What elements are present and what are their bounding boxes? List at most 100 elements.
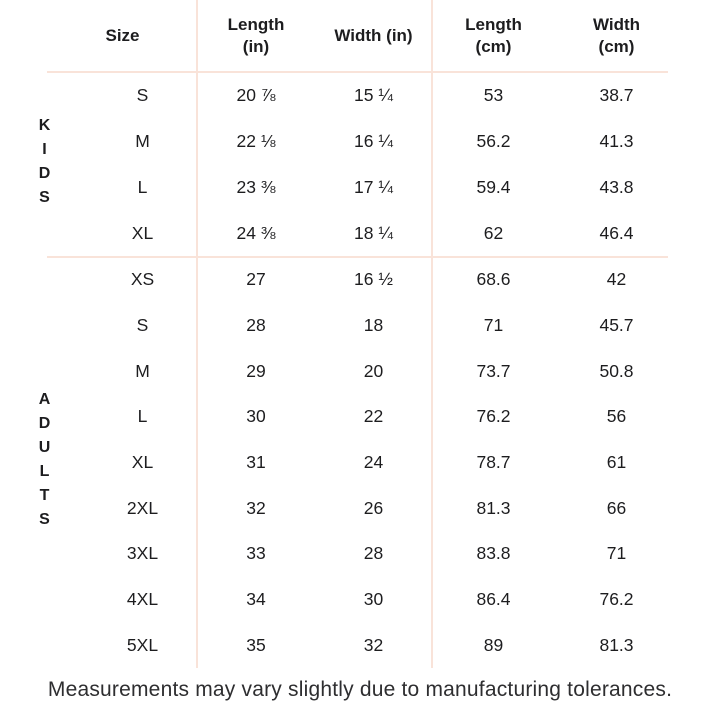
size-cell: L — [137, 406, 148, 427]
width-cm-cell: 50.8 — [599, 360, 634, 381]
width-in-cell: 16 ¼ — [354, 130, 393, 151]
width-in-cell: 30 — [363, 589, 384, 610]
length-in-cell: 22 ⅛ — [236, 130, 276, 151]
width-in-cell: 20 — [363, 360, 384, 381]
width-cm-cell: 38.7 — [599, 84, 634, 105]
header-length-cm-line2: (cm) — [475, 37, 512, 56]
size-cell: 3XL — [126, 543, 159, 564]
table-row: M 29 20 73.7 50.8 — [88, 348, 678, 394]
length-cm-cell: 56.2 — [476, 130, 511, 151]
adults-group-label: ADULTS — [36, 390, 53, 535]
width-cm-cell: 61 — [606, 452, 627, 473]
length-in-cell: 30 — [246, 406, 266, 427]
width-in-cell: 17 ¼ — [354, 177, 393, 198]
table-header-row: Size Length (in) Width (in) Length (cm) … — [0, 0, 678, 72]
header-length-cm: Length (cm) — [432, 14, 555, 59]
size-cell: 2XL — [126, 497, 159, 518]
kids-rows: S 20 ⅞ 15 ¼ 53 38.7 M 22 ⅛ 16 ¼ 56.2 41.… — [88, 72, 678, 257]
section-divider — [47, 256, 668, 258]
size-cell: M — [135, 130, 150, 151]
header-width-cm-line1: Width — [592, 14, 641, 34]
kids-group-label-cell: KIDS — [0, 72, 88, 257]
table-row: L 23 ⅜ 17 ¼ 59.4 43.8 — [88, 165, 678, 211]
length-cm-cell: 62 — [483, 223, 504, 244]
size-cell: S — [136, 315, 149, 335]
table-row: XL 24 ⅜ 18 ¼ 62 46.4 — [88, 211, 678, 257]
size-chart-table: Size Length (in) Width (in) Length (cm) … — [0, 0, 678, 668]
table-row: XL 31 24 78.7 61 — [88, 440, 678, 486]
width-cm-cell: 66 — [606, 497, 627, 518]
width-cm-cell: 76.2 — [599, 589, 634, 610]
table-row: 4XL 34 30 86.4 76.2 — [88, 577, 678, 623]
length-cm-cell: 76.2 — [476, 406, 511, 427]
length-in-cell: 28 — [246, 315, 266, 335]
width-cm-cell: 45.7 — [599, 315, 634, 335]
width-in-cell: 22 — [363, 406, 384, 427]
length-cm-cell: 53 — [483, 84, 504, 105]
width-in-cell: 15 ¼ — [354, 84, 393, 105]
width-cm-cell: 41.3 — [599, 130, 634, 151]
width-in-cell: 18 — [363, 315, 384, 335]
header-width-cm-line2: (cm) — [598, 37, 635, 56]
header-width-in-line1: Width (in) — [334, 25, 413, 45]
length-in-cell: 20 ⅞ — [236, 84, 276, 105]
size-cell: 5XL — [126, 634, 159, 655]
vertical-divider — [196, 0, 198, 668]
table-row: L 30 22 76.2 56 — [88, 394, 678, 440]
length-in-cell: 35 — [246, 634, 266, 655]
table-row: 5XL 35 32 89 81.3 — [88, 622, 678, 668]
length-in-cell: 23 ⅜ — [236, 177, 276, 198]
adults-rows: XS 27 16 ½ 68.6 42 S 28 18 71 45.7 M 29 … — [88, 257, 678, 668]
width-cm-cell: 46.4 — [599, 223, 634, 244]
section-kids: KIDS S 20 ⅞ 15 ¼ 53 38.7 M 22 ⅛ 16 ¼ 56.… — [0, 72, 678, 257]
header-length-in-line2: (in) — [242, 37, 270, 56]
header-size-label: Size — [105, 25, 140, 45]
header-width-in: Width (in) — [315, 25, 432, 47]
table-row: XS 27 16 ½ 68.6 42 — [88, 257, 678, 303]
size-cell: M — [135, 360, 150, 381]
header-divider — [47, 71, 668, 73]
width-in-cell: 26 — [363, 497, 384, 518]
width-in-cell: 32 — [363, 634, 384, 655]
length-in-cell: 29 — [246, 360, 266, 381]
width-in-cell: 18 ¼ — [354, 223, 393, 244]
size-cell: L — [137, 177, 148, 198]
length-cm-cell: 71 — [483, 315, 504, 335]
width-in-cell: 24 — [363, 452, 384, 473]
adults-group-label-cell: ADULTS — [0, 257, 88, 668]
length-in-cell: 34 — [246, 589, 266, 610]
header-length-cm-line1: Length — [465, 14, 522, 34]
length-cm-cell: 68.6 — [476, 269, 511, 290]
header-length-in-line1: Length — [227, 14, 285, 34]
kids-group-label: KIDS — [36, 116, 53, 213]
width-cm-cell: 56 — [606, 406, 627, 427]
length-cm-cell: 86.4 — [476, 589, 511, 610]
table-row: S 28 18 71 45.7 — [88, 303, 678, 349]
length-cm-cell: 81.3 — [476, 497, 511, 518]
header-length-in: Length (in) — [197, 14, 315, 59]
size-cell: 4XL — [126, 589, 159, 610]
length-in-cell: 24 ⅜ — [236, 223, 276, 244]
size-cell: S — [136, 84, 149, 105]
length-cm-cell: 73.7 — [476, 360, 511, 381]
size-cell: XL — [131, 452, 154, 473]
length-in-cell: 27 — [246, 269, 266, 290]
length-in-cell: 31 — [246, 452, 266, 473]
header-size: Size — [0, 25, 197, 47]
width-in-cell: 16 ½ — [354, 269, 393, 290]
vertical-divider — [431, 0, 433, 668]
width-cm-cell: 71 — [606, 543, 627, 564]
table-row: M 22 ⅛ 16 ¼ 56.2 41.3 — [88, 118, 678, 164]
footer-note: Measurements may vary slightly due to ma… — [47, 678, 673, 701]
length-cm-cell: 59.4 — [476, 177, 511, 198]
table-row: 3XL 33 28 83.8 71 — [88, 531, 678, 577]
length-cm-cell: 83.8 — [476, 543, 511, 564]
length-cm-cell: 78.7 — [476, 452, 511, 473]
table-row: 2XL 32 26 81.3 66 — [88, 485, 678, 531]
length-in-cell: 33 — [246, 543, 266, 564]
section-adults: ADULTS XS 27 16 ½ 68.6 42 S 28 18 71 45.… — [0, 257, 678, 668]
size-cell: XL — [131, 223, 154, 244]
width-cm-cell: 43.8 — [599, 177, 634, 198]
width-cm-cell: 42 — [606, 269, 627, 290]
